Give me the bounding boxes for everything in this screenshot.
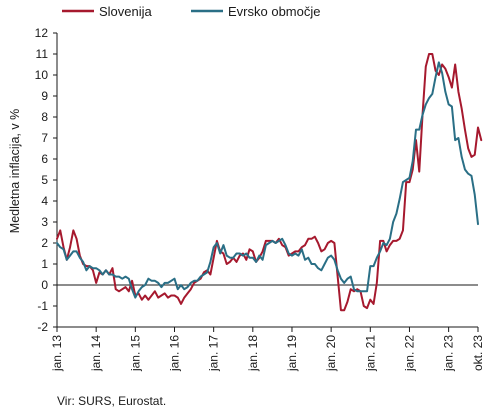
y-axis-title: Medletna inflacija, v % <box>8 109 22 233</box>
y-tick-label: 1 <box>41 257 48 271</box>
y-tick-label: 11 <box>36 47 49 61</box>
series-line-slovenija <box>56 53 483 312</box>
y-tick-label: 8 <box>41 110 48 124</box>
y-tick-label: -1 <box>37 299 48 313</box>
source-note: Vir: SURS, Eurostat. <box>57 394 166 408</box>
x-tick-label: jan. 19 <box>285 335 299 372</box>
y-tick-label: 9 <box>41 89 48 103</box>
legend-label-evrsko-obmocje: Evrsko območje <box>228 4 320 19</box>
x-tick-label: jan. 20 <box>324 335 338 372</box>
legend-label-slovenija: Slovenija <box>99 4 153 19</box>
y-tick-label: 6 <box>41 152 48 166</box>
y-tick-label: 10 <box>35 68 49 82</box>
y-tick-label: 5 <box>41 173 48 187</box>
y-tick-label: 3 <box>41 215 48 229</box>
y-tick-label: 12 <box>35 26 49 40</box>
x-tick-label: jan. 16 <box>167 335 181 372</box>
x-axis: jan. 13 jan. 14 jan. 15 jan. 16 jan. 17 jan. … <box>50 326 485 372</box>
x-tick-label: jan. 17 <box>207 335 221 372</box>
x-tick-label: jan. 14 <box>89 335 103 372</box>
x-tick-label: okt. 23 <box>471 335 485 371</box>
y-tick-label: 7 <box>41 131 48 145</box>
y-tick-label: 2 <box>41 236 48 250</box>
y-tick-label: 4 <box>41 194 48 208</box>
y-tick-label: -2 <box>37 320 48 334</box>
legend: Slovenija Evrsko območje <box>62 4 320 19</box>
x-tick-label: jan. 15 <box>128 335 142 372</box>
x-tick-label: jan. 18 <box>246 335 260 372</box>
series-line-evrsko-obmocje <box>56 61 479 299</box>
y-tick-label: 0 <box>41 278 48 292</box>
plot-area <box>56 53 483 312</box>
x-tick-label: jan. 23 <box>442 335 456 372</box>
x-tick-label: jan. 22 <box>402 335 416 372</box>
x-tick-label: jan. 13 <box>50 335 64 372</box>
x-tick-label: jan. 21 <box>363 335 377 372</box>
